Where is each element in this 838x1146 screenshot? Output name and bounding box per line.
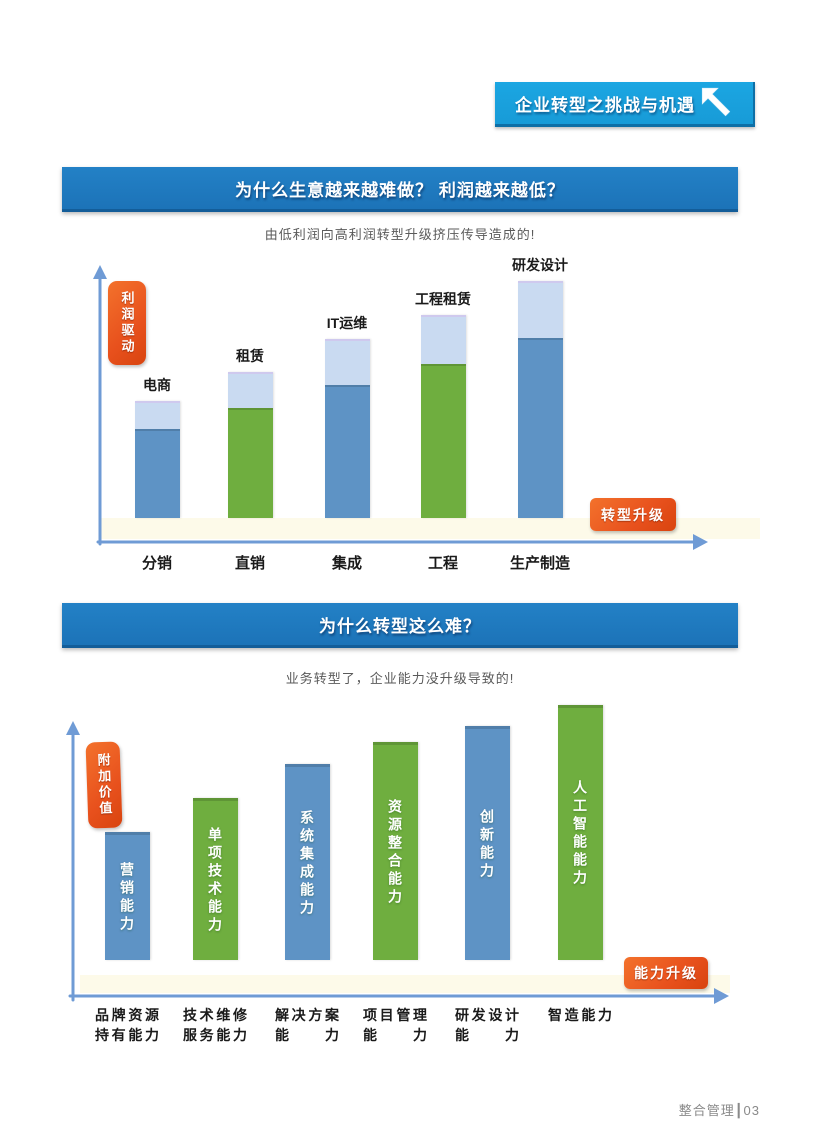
x-axis-label: 智造能力 <box>532 1005 628 1025</box>
bar-top-label: 研发设计 <box>512 257 568 273</box>
x-axis-label-line: 能力 <box>275 1027 339 1043</box>
chart1-x-labels: 分销 直销 集成 工程 生产制造 <box>0 552 838 576</box>
bar: 资源整合能力 <box>372 742 418 960</box>
x-axis-label-line: 技术维修 <box>183 1007 247 1023</box>
page-banner: 企业转型之挑战与机遇 <box>495 82 755 127</box>
bar-body-segment <box>517 338 563 518</box>
bar-body-segment <box>420 364 466 518</box>
bar: 人工智能能力 <box>557 705 603 960</box>
bar-label-wrap: 人工智能能力 <box>558 708 603 960</box>
bar-inner-label: 系统集成能力 <box>299 809 315 918</box>
bar-label-wrap: 单项技术能力 <box>193 801 238 960</box>
chart2-x-axis-badge: 能力升级 <box>624 957 708 989</box>
bar-cap-segment <box>517 281 563 338</box>
bar-inner-label: 资源整合能力 <box>387 798 403 907</box>
bar-inner-label: 创新能力 <box>479 808 495 881</box>
x-axis-label: 解决方案 能力 <box>259 1005 355 1045</box>
bar: 创新能力 <box>464 726 510 960</box>
bar-inner-label: 单项技术能力 <box>207 826 223 935</box>
bar-top-label: IT运维 <box>326 315 368 331</box>
chart2-baseline-band <box>80 975 730 993</box>
chart1-x-axis-badge: 转型升级 <box>590 498 676 531</box>
bar-label-wrap: 创新能力 <box>465 729 510 960</box>
bar-label-wrap: 营销能力 <box>105 835 150 960</box>
page-number-footer: 整合管理┃03 <box>678 1103 760 1118</box>
x-axis-label: 技术维修 服务能力 <box>167 1005 263 1045</box>
bar <box>420 315 466 518</box>
section2-header-text: 为什么转型这么难？ <box>319 616 481 636</box>
bar-label-wrap: 系统集成能力 <box>285 767 330 960</box>
section1-subtitle: 由低利润向高利润转型升级挤压传导造成的! <box>264 227 536 242</box>
bar <box>324 339 370 518</box>
x-axis-label: 项目管理 能力 <box>347 1005 443 1045</box>
x-axis-label: 分销 <box>141 555 172 572</box>
section2-header: 为什么转型这么难？ <box>62 603 738 648</box>
chart1-y-axis-arrow-icon <box>93 265 107 279</box>
x-axis-label-line: 服务能力 <box>183 1027 247 1043</box>
chart2-y-axis-arrow-icon <box>66 721 80 735</box>
x-axis-label-line: 解决方案 <box>275 1007 339 1023</box>
bar-cap-segment <box>324 339 370 385</box>
chart2-plot-area: 营销能力 单项技术能力 系统集成能力 资源整合能力 创新能力 人工智能能力 <box>0 700 838 960</box>
chart1-y-axis-badge: 利润驱动 <box>108 281 146 365</box>
x-axis-label: 生产制造 <box>509 555 570 572</box>
bar-top-label: 电商 <box>143 377 171 393</box>
bar-top-label: 工程租赁 <box>415 291 471 307</box>
arrow-up-left-icon <box>701 87 731 117</box>
x-axis-label: 品牌资源 持有能力 <box>79 1005 175 1045</box>
banner-title: 企业转型之挑战与机遇 <box>515 95 695 115</box>
chart2-x-axis-arrow-icon <box>714 988 729 1004</box>
bar-inner-label: 人工智能能力 <box>572 780 588 888</box>
bar <box>134 401 180 518</box>
bar-cap-segment <box>420 315 466 364</box>
bar: 系统集成能力 <box>284 764 330 960</box>
bar-cap-segment <box>227 372 273 408</box>
x-axis-label: 研发设计 能力 <box>439 1005 535 1045</box>
x-axis-label-line: 品牌资源 <box>95 1007 159 1023</box>
bar-label-wrap: 资源整合能力 <box>373 745 418 960</box>
bar-inner-label: 营销能力 <box>119 861 135 934</box>
bar-body-segment <box>227 408 273 518</box>
chart1-x-axis-badge-text: 转型升级 <box>601 506 665 523</box>
x-axis-label: 工程 <box>427 555 458 572</box>
bar: 单项技术能力 <box>192 798 238 960</box>
x-axis-label-line: 智造能力 <box>548 1007 612 1023</box>
chart2-x-labels: 品牌资源 持有能力 技术维修 服务能力 解决方案 能力 项目管理 能力 研发设计 能力 智造能力 <box>0 1005 838 1051</box>
section1-header-text: 为什么生意越来越难做？ 利润越来越低？ <box>235 180 565 200</box>
section2-subtitle: 业务转型了，企业能力没升级导致的! <box>285 671 515 686</box>
chart1-x-axis-arrow-icon <box>693 534 708 550</box>
x-axis-label-line: 能力 <box>455 1027 519 1043</box>
chart1-y-axis-badge-text: 利润驱动 <box>119 291 135 355</box>
bar-body-segment <box>134 429 180 518</box>
chart1-plot-area: 电商 租赁 IT运维 工程租赁 研发设计 <box>0 257 838 518</box>
bar-cap-segment <box>134 401 180 429</box>
chart1-axes <box>93 265 708 550</box>
bar <box>517 281 563 518</box>
section1-header: 为什么生意越来越难做？ 利润越来越低？ <box>62 167 738 212</box>
chart2-axes <box>66 721 729 1004</box>
x-axis-label-line: 研发设计 <box>455 1007 519 1023</box>
x-axis-label-line: 能力 <box>363 1027 427 1043</box>
bar <box>227 372 273 518</box>
bar: 营销能力 <box>104 832 150 960</box>
x-axis-label-line: 项目管理 <box>363 1007 427 1023</box>
x-axis-label: 直销 <box>234 555 265 572</box>
bar-top-label: 租赁 <box>236 348 264 364</box>
chart2-x-axis-badge-text: 能力升级 <box>634 965 698 981</box>
bar-body-segment <box>324 385 370 518</box>
x-axis-label-line: 持有能力 <box>95 1027 159 1043</box>
x-axis-label: 集成 <box>331 555 362 572</box>
